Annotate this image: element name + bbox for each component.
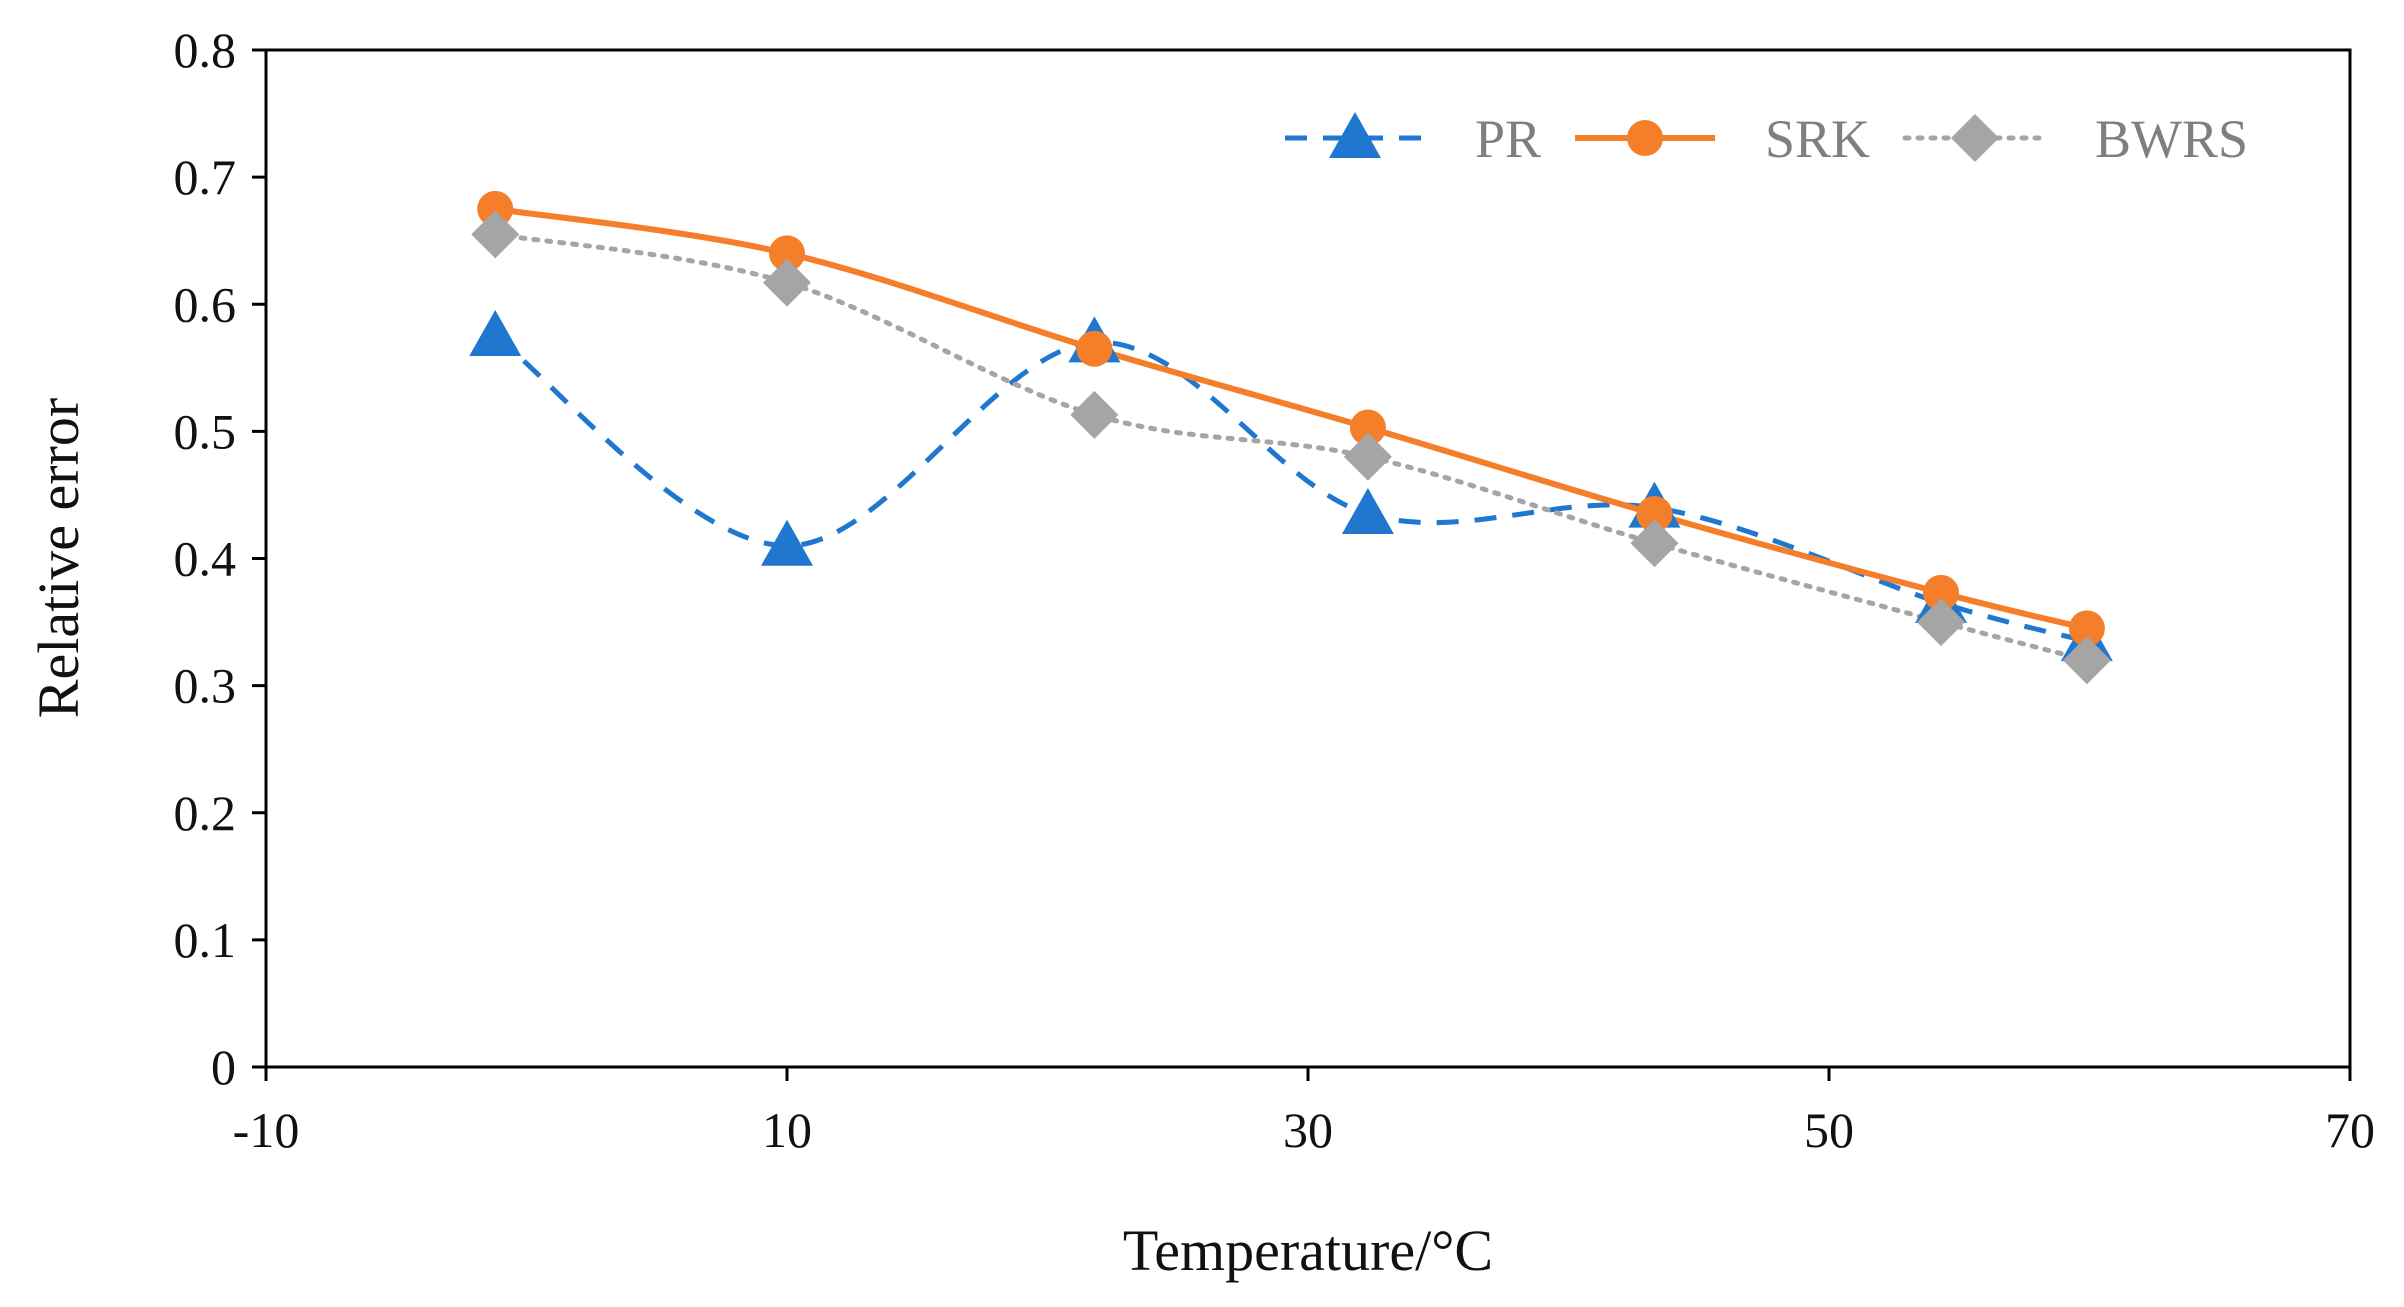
y-axis-ticks: 0 0.1 0.2 0.3 0.4 0.5 0.6 0.7 0.8 (174, 22, 266, 1095)
data-point-srk (477, 190, 514, 227)
data-point-pr (469, 310, 522, 357)
plot-area-frame (264, 48, 2352, 1069)
x-tick-label: 30 (1283, 1102, 1333, 1158)
series-line-bwrs (492, 231, 2090, 663)
legend: PR SRK BWRS (1285, 109, 2248, 169)
y-axis-title: Relative error (26, 398, 91, 718)
x-axis-ticks: -10 10 30 50 70 (233, 1067, 2375, 1158)
series-line-srk (494, 205, 2088, 632)
data-point-srk (2068, 610, 2105, 647)
y-tick-label: 0.3 (174, 658, 237, 714)
x-tick-label: 10 (762, 1102, 812, 1158)
y-tick-label: 0.5 (174, 403, 237, 459)
data-point-srk (1923, 574, 1960, 611)
y-tick-label: 0.7 (174, 149, 237, 205)
x-tick-label: -10 (233, 1102, 300, 1158)
y-tick-label: 0.2 (174, 785, 237, 841)
y-tick-label: 0.6 (174, 276, 237, 332)
x-tick-label: 70 (2325, 1102, 2375, 1158)
y-tick-label: 0 (211, 1039, 236, 1095)
data-point-bwrs (1070, 390, 1119, 439)
data-point-bwrs (1343, 432, 1392, 481)
legend-marker-bwrs (1951, 114, 1999, 162)
x-axis-title: Temperature/°C (1123, 1218, 1493, 1283)
legend-marker-srk (1627, 120, 1663, 156)
data-point-bwrs (471, 210, 520, 259)
data-point-srk (769, 235, 805, 272)
y-tick-label: 0.8 (174, 22, 237, 78)
data-point-bwrs (1917, 598, 1966, 647)
data-point-pr (761, 519, 813, 566)
legend-label-pr: PR (1475, 109, 1541, 169)
legend-label-bwrs: BWRS (2095, 109, 2248, 169)
y-tick-label: 0.1 (174, 912, 237, 968)
data-point-srk (1636, 496, 1673, 533)
data-point-bwrs (2062, 636, 2111, 685)
data-point-pr (1341, 488, 1394, 535)
legend-label-srk: SRK (1765, 109, 1870, 169)
x-tick-label: 50 (1804, 1102, 1854, 1158)
y-tick-label: 0.4 (174, 531, 237, 587)
data-point-srk (1076, 330, 1113, 367)
data-point-srk (1349, 409, 1386, 446)
series-markers (469, 190, 2113, 685)
data-point-bwrs (1630, 519, 1679, 568)
legend-marker-pr (1329, 112, 1381, 158)
data-point-bwrs (763, 258, 811, 307)
series-lines (492, 205, 2090, 663)
